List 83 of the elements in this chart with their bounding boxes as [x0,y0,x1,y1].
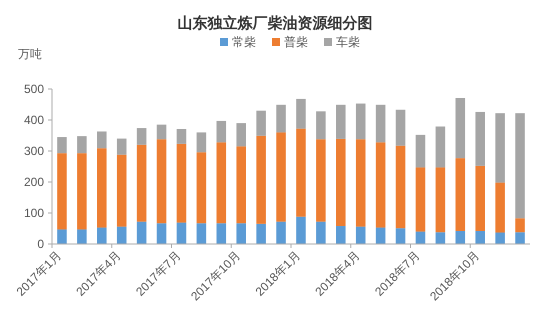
bar [276,104,286,132]
bar [116,138,126,155]
bar [196,132,206,152]
bar [296,216,306,244]
bar [336,226,346,244]
bar [515,232,525,244]
bar [176,128,186,144]
y-tick-label: 100 [24,206,44,220]
bar [236,146,246,224]
bar [495,113,505,183]
bar [376,228,386,244]
bar [316,222,326,244]
y-tick-label: 500 [24,82,44,96]
bar [196,223,206,244]
bar [475,112,485,166]
bar [495,232,505,244]
bar [356,226,366,244]
bar [216,142,226,224]
bar [256,224,266,244]
bar [416,167,426,232]
bar [176,222,186,244]
bar [116,226,126,244]
bar [216,223,226,244]
bar [396,228,406,244]
bar [97,148,107,228]
bar [376,104,386,142]
bar [456,98,466,158]
bar [216,120,226,142]
bar [156,124,166,140]
bar [236,223,246,244]
bar [97,131,107,148]
bar [97,228,107,244]
bar [416,232,426,244]
bar [456,230,466,244]
bar [515,218,525,232]
bar [77,153,87,230]
bar [316,139,326,222]
bar [436,167,446,232]
bar [495,182,505,233]
bar [77,229,87,244]
bar [336,104,346,139]
bar [475,166,485,231]
bar [316,111,326,140]
bar [515,113,525,218]
bar [196,152,206,224]
bar [276,222,286,244]
bar [57,229,67,244]
bar [116,154,126,227]
bar [136,222,146,244]
bar [176,144,186,223]
y-tick-label: 0 [37,237,44,251]
legend-label: 常柴 [232,35,256,49]
bar [136,144,146,222]
bar [396,110,406,146]
bar [376,142,386,228]
legend-label: 普柴 [284,35,308,49]
bar [356,139,366,227]
bar [336,138,346,226]
bar [276,132,286,222]
bar [136,128,146,145]
bar [256,110,266,136]
bar [356,104,366,140]
bar [57,153,67,230]
bar [256,136,266,224]
legend-label: 车柴 [336,35,360,49]
bar [456,158,466,231]
bar [156,139,166,224]
bar [296,98,306,129]
bar [296,128,306,217]
bar [475,230,485,244]
y-tick-label: 400 [24,113,44,127]
bar [436,232,446,244]
y-axis-title: 万吨 [18,47,42,61]
y-tick-label: 200 [24,175,44,189]
y-tick-label: 300 [24,144,44,158]
bar [236,123,246,146]
bar [156,223,166,244]
bar [416,134,426,168]
bar [396,146,406,228]
chart-title: 山东独立炼厂柴油资源细分图 [178,14,372,32]
bar [77,136,87,154]
bar [57,137,67,154]
bar [436,126,446,168]
